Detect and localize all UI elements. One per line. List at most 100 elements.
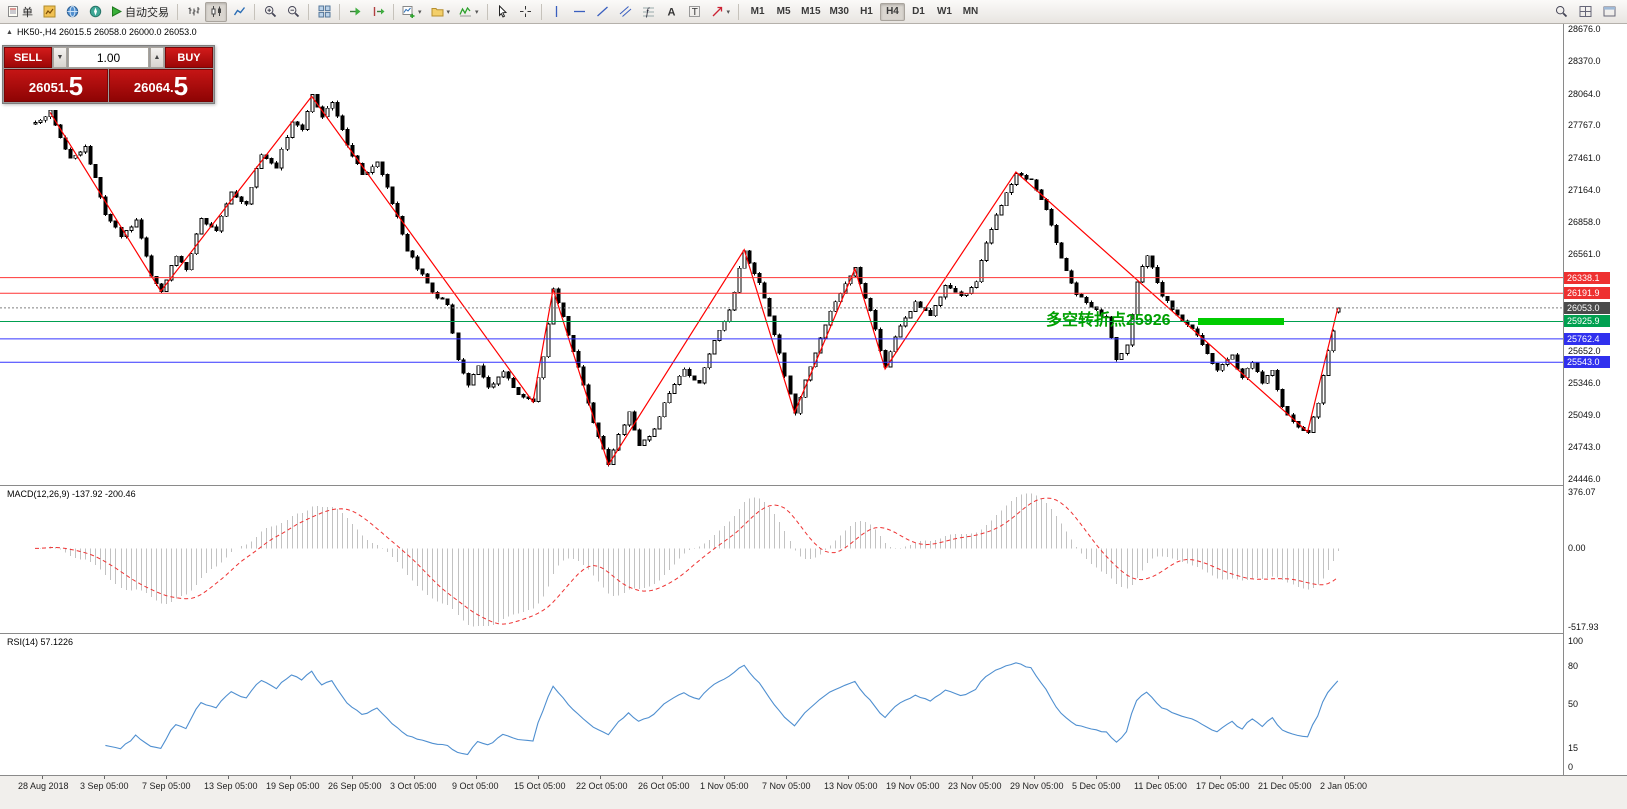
toolbar-separator [308, 3, 309, 20]
price-axis[interactable]: 28676.0 28370.0 28064.0 27767.0 27461.0 27164… [1563, 24, 1627, 485]
timeframe-d1-button[interactable]: D1 [912, 6, 925, 17]
label-button[interactable]: T [684, 2, 706, 22]
buy-price-button[interactable]: 26064. 5 [109, 69, 213, 102]
price-level-label: 26338.1 [1564, 272, 1610, 284]
svg-text:T: T [692, 7, 698, 18]
chevron-down-icon: ▾ [418, 8, 422, 16]
candles [33, 94, 1341, 467]
price-level-label: 25762.4 [1564, 333, 1610, 345]
timeframe-h4-button[interactable]: H4 [879, 2, 905, 21]
one-click-trading-panel: SELL ▼ ▲ BUY 26051. 5 26064. 5 [2, 45, 215, 104]
navigator-button[interactable] [84, 2, 106, 22]
new-order-button-label: 单 [22, 6, 33, 19]
timeframe-mn-button[interactable]: MN [962, 6, 979, 17]
time-label: 26 Oct 05:00 [638, 781, 690, 791]
pane-divider[interactable] [0, 633, 1627, 634]
rsi-label: RSI(14) 57.1226 [7, 637, 74, 647]
annotation-text[interactable]: 多空转折点25926 [1046, 310, 1171, 329]
toolbar-right-group [1550, 2, 1624, 22]
fibonacci-button[interactable]: f [638, 2, 660, 22]
time-tick [786, 776, 787, 779]
buy-button[interactable]: BUY [165, 47, 213, 68]
time-label: 2 Jan 05:00 [1320, 781, 1368, 791]
chart-workspace: 多空转折点25926 28676.0 28370.0 28064.0 27767.0 2… [0, 24, 1627, 809]
toolbar-separator [393, 3, 394, 20]
search-button[interactable] [1550, 2, 1572, 22]
line-chart-button[interactable] [228, 2, 250, 22]
macd-axis[interactable]: 376.07 0.00 -517.93 [1563, 485, 1627, 633]
sell-button[interactable]: SELL [4, 47, 52, 68]
arrows-button[interactable]: ▾ [707, 2, 735, 22]
rsi-tick-label: 15 [1568, 743, 1579, 753]
zoom-out-button[interactable] [282, 2, 304, 22]
crosshair-button[interactable] [515, 2, 537, 22]
time-label: 23 Nov 05:00 [948, 781, 1002, 791]
sell-price-button[interactable]: 26051. 5 [4, 69, 108, 102]
data-window-button[interactable] [61, 2, 83, 22]
vertical-line-button[interactable] [546, 2, 568, 22]
timeframe-m30-button[interactable]: M30 [829, 6, 849, 17]
new-chart-button[interactable]: ▾ [398, 2, 426, 22]
time-tick [1344, 776, 1345, 779]
time-tick [848, 776, 849, 779]
candlestick-chart[interactable]: 多空转折点25926 [0, 24, 1563, 485]
chart-shift-button[interactable] [367, 2, 389, 22]
price-tick-label: 26858.0 [1568, 217, 1601, 227]
volume-input[interactable] [68, 47, 149, 68]
svg-text:f: f [646, 7, 650, 18]
text-button[interactable]: A [661, 2, 683, 22]
timeframe-m15-button[interactable]: M15 [801, 6, 821, 17]
price-tick-label: 27767.0 [1568, 120, 1601, 130]
candlestick-chart-button[interactable] [205, 1, 227, 22]
timeframe-m5-button[interactable]: M5 [776, 6, 791, 17]
time-tick [724, 776, 725, 779]
price-level-label: 26053.0 [1564, 302, 1610, 314]
timeframe-group: M1 M5 M15 M30 H1 H4 D1 W1 MN [745, 2, 983, 21]
tile-windows-button[interactable] [313, 2, 335, 22]
time-label: 3 Sep 05:00 [80, 781, 129, 791]
time-label: 19 Sep 05:00 [266, 781, 320, 791]
window-layout-button[interactable] [1574, 2, 1596, 22]
volume-increase-button[interactable]: ▲ [150, 47, 164, 68]
time-label: 22 Oct 05:00 [576, 781, 628, 791]
macd-signal-line [34, 497, 1339, 625]
new-order-button[interactable]: 单 [3, 2, 37, 22]
timeframe-w1-button[interactable]: W1 [936, 6, 952, 17]
timeframe-h1-button[interactable]: H1 [860, 6, 873, 17]
trendline-button[interactable] [592, 2, 614, 22]
auto-scroll-button[interactable] [344, 2, 366, 22]
time-label: 1 Nov 05:00 [700, 781, 749, 791]
autotrading-button-label: 自动交易 [125, 6, 169, 19]
panel-toggle-button[interactable] [1598, 2, 1620, 22]
price-tick-label: 28370.0 [1568, 56, 1601, 66]
channel-button[interactable] [615, 2, 637, 22]
toolbar-separator [254, 3, 255, 20]
rsi-indicator-panel[interactable] [0, 633, 1563, 775]
highlight-bar[interactable] [1198, 318, 1284, 325]
price-tick-label: 27461.0 [1568, 153, 1601, 163]
time-tick [910, 776, 911, 779]
macd-indicator-panel[interactable] [0, 485, 1563, 633]
price-tick-label: 27164.0 [1568, 185, 1601, 195]
timeframe-m1-button[interactable]: M1 [750, 6, 765, 17]
time-tick [600, 776, 601, 779]
bar-chart-button[interactable] [182, 2, 204, 22]
rsi-axis[interactable]: 100 80 50 15 0 [1563, 633, 1627, 775]
price-tick-label: 25049.0 [1568, 410, 1601, 420]
time-tick [166, 776, 167, 779]
autotrading-button[interactable]: 自动交易 [107, 2, 173, 22]
time-tick [290, 776, 291, 779]
profiles-button[interactable]: ▾ [427, 2, 455, 22]
zoom-in-button[interactable] [259, 2, 281, 22]
market-watch-button[interactable] [38, 2, 60, 22]
time-label: 5 Dec 05:00 [1072, 781, 1121, 791]
indicators-button[interactable]: ▾ [455, 2, 483, 22]
macd-label: MACD(12,26,9) -137.92 -200.46 [7, 489, 136, 499]
time-label: 9 Oct 05:00 [452, 781, 499, 791]
time-label: 21 Dec 05:00 [1258, 781, 1312, 791]
horizontal-line-button[interactable] [569, 2, 591, 22]
volume-decrease-button[interactable]: ▼ [53, 47, 67, 68]
time-axis[interactable]: 28 Aug 2018 3 Sep 05:00 7 Sep 05:00 13 Sep … [0, 775, 1627, 809]
pane-divider[interactable] [0, 485, 1627, 486]
cursor-button[interactable] [492, 2, 514, 22]
